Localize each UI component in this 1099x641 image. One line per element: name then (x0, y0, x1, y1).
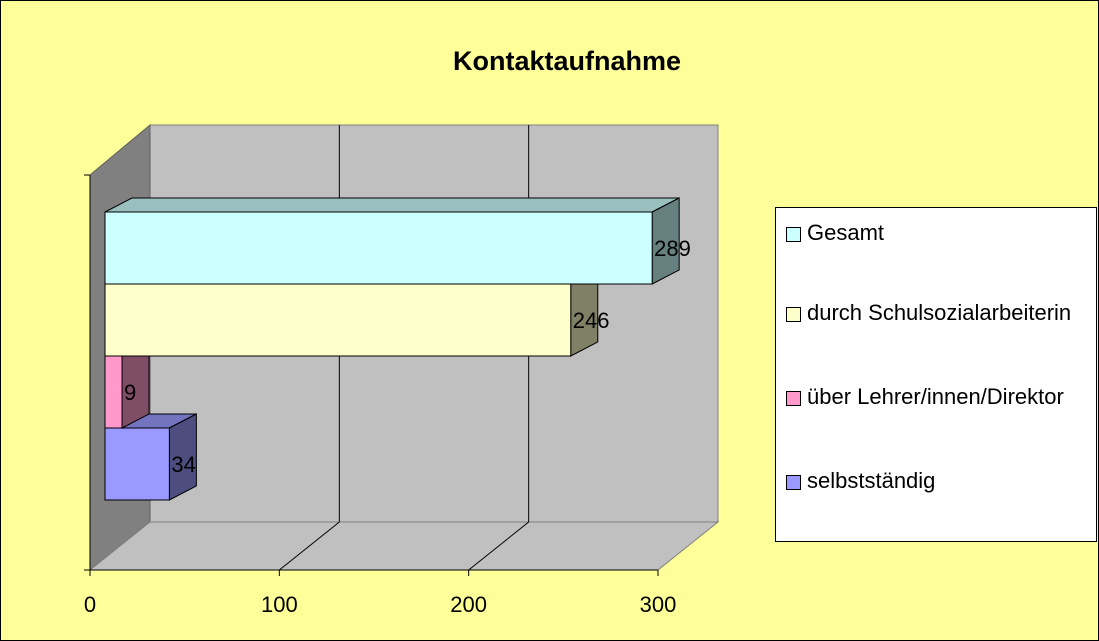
legend-swatch (786, 475, 801, 490)
bar (104, 197, 680, 285)
data-label: 246 (573, 308, 610, 333)
floor (88, 521, 720, 571)
data-label: 34 (171, 452, 195, 477)
legend-entry: Gesamt (786, 216, 1088, 296)
legend-label: selbstständig (807, 468, 936, 493)
legend: Gesamt durch Schulsozialarbeiterin über Le… (775, 207, 1097, 542)
chart-title: Kontaktaufnahme (453, 46, 681, 76)
data-label: 289 (654, 236, 691, 261)
legend-swatch (786, 307, 801, 322)
bars (104, 197, 680, 501)
legend-entry: selbstständig (786, 464, 1088, 548)
x-tick-label: 100 (261, 592, 298, 617)
bar (104, 413, 197, 501)
bar-front (104, 283, 572, 357)
legend-swatch (786, 227, 801, 242)
legend-entry: durch Schulsozialarbeiterin (786, 296, 1088, 380)
legend-label: Gesamt (807, 220, 885, 245)
grid-line (468, 521, 529, 571)
bar-front (104, 211, 653, 285)
bar-top (104, 197, 680, 213)
legend-swatch (786, 391, 801, 406)
legend-label: über Lehrer/innen/Direktor (807, 384, 1064, 409)
legend-label: durch Schulsozialarbeiterin (807, 300, 1072, 325)
x-tick-label: 300 (640, 592, 677, 617)
grid-line (279, 521, 340, 571)
bar-front (104, 427, 170, 501)
x-tick-label: 0 (84, 592, 96, 617)
legend-entry: über Lehrer/innen/Direktor (786, 380, 1088, 464)
data-label: 9 (124, 380, 136, 405)
bar-front (104, 355, 123, 429)
x-tick-label: 200 (450, 592, 487, 617)
